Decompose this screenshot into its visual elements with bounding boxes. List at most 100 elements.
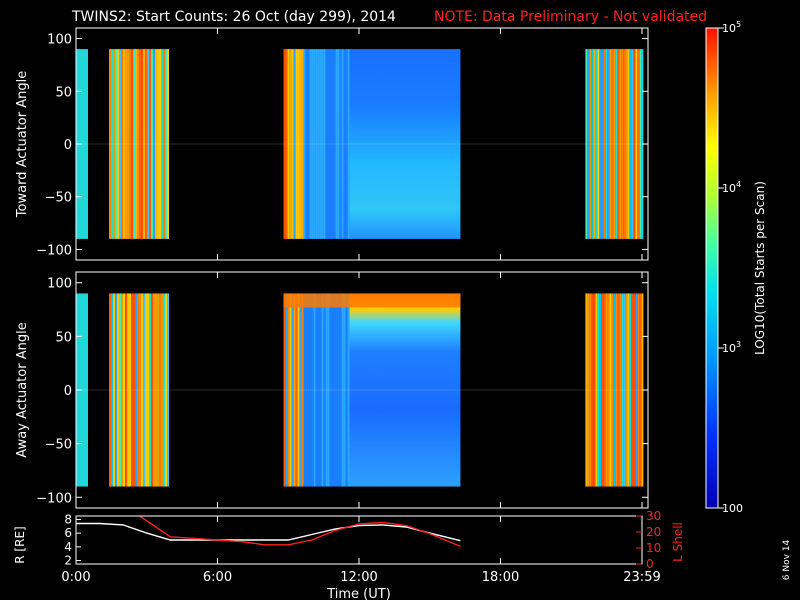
data-column	[307, 49, 310, 239]
data-column	[157, 49, 160, 239]
data-column	[113, 49, 116, 239]
data-column	[135, 49, 138, 239]
data-column	[625, 293, 628, 487]
data-column	[635, 49, 638, 239]
data-column	[293, 49, 296, 239]
data-column	[323, 293, 326, 487]
data-column	[321, 293, 324, 487]
data-column	[585, 49, 588, 239]
zero-band	[76, 389, 648, 391]
r-distance-line	[76, 522, 461, 542]
data-band	[283, 293, 461, 308]
data-column	[619, 49, 622, 239]
data-column	[133, 293, 136, 487]
data-column	[287, 293, 290, 487]
data-column	[147, 49, 150, 239]
colorbar: 100 103 104 105 LOG10(Total Starts per Scan…	[705, 20, 767, 515]
data-column	[339, 49, 342, 239]
chart-title: TWINS2: Start Counts: 26 Oct (day 299), …	[71, 9, 396, 25]
data-column	[637, 49, 640, 239]
data-column	[123, 293, 126, 487]
ytick-label: −100	[36, 243, 72, 258]
data-column	[303, 293, 306, 487]
data-column	[309, 293, 312, 487]
colorbar-label: LOG10(Total Starts per Scan)	[753, 181, 767, 355]
xtick-label: 23:59	[623, 570, 660, 585]
ephemeris-lines	[76, 516, 461, 548]
colorbar-tick-label: 104	[722, 180, 741, 195]
ytick-label: −50	[45, 191, 72, 206]
data-column	[585, 293, 588, 487]
data-column	[325, 293, 328, 487]
data-column	[619, 293, 622, 487]
data-column	[109, 293, 112, 487]
data-column	[325, 49, 328, 239]
preliminary-note: NOTE: Data Preliminary - Not validated	[434, 9, 707, 25]
ytick-label: −100	[36, 491, 72, 506]
ytick-label: 50	[55, 330, 72, 345]
data-column	[607, 293, 610, 487]
data-column	[587, 49, 590, 239]
data-column	[161, 293, 164, 487]
data-column	[337, 293, 340, 487]
data-column	[605, 293, 608, 487]
data-column	[151, 293, 154, 487]
data-column	[593, 293, 596, 487]
data-column	[591, 49, 594, 239]
data-block	[349, 293, 461, 487]
data-column	[117, 49, 120, 239]
time-xlabel: Time (UT)	[326, 587, 391, 600]
data-column	[155, 293, 158, 487]
data-column	[121, 49, 124, 239]
data-column	[333, 293, 336, 487]
data-column	[329, 293, 332, 487]
data-column	[591, 293, 594, 487]
zero-band	[76, 143, 648, 145]
data-column	[299, 293, 302, 487]
data-column	[301, 293, 304, 487]
data-column	[327, 293, 330, 487]
data-column	[119, 293, 122, 487]
data-column	[303, 49, 306, 239]
data-column	[597, 49, 600, 239]
data-column	[609, 293, 612, 487]
r-tick-label: 8	[64, 512, 72, 526]
data-column	[339, 293, 342, 487]
data-column	[317, 49, 320, 239]
data-column	[297, 49, 300, 239]
data-column	[613, 293, 616, 487]
data-column	[327, 49, 330, 239]
data-column	[141, 49, 144, 239]
lshell-tick-label: 0	[646, 557, 654, 571]
data-column	[147, 293, 150, 487]
data-column	[615, 293, 618, 487]
data-column	[603, 49, 606, 239]
r-tick-label: 2	[64, 554, 72, 568]
data-column	[335, 49, 338, 239]
data-column	[137, 49, 140, 239]
ytick-label: 0	[64, 138, 72, 153]
data-column	[329, 49, 332, 239]
lshell-ylabel: L Shell	[671, 522, 685, 562]
data-column	[297, 293, 300, 487]
data-column	[625, 49, 628, 239]
data-column	[111, 293, 114, 487]
colorbar-gradient	[706, 28, 718, 508]
data-column	[295, 293, 298, 487]
data-column	[615, 49, 618, 239]
data-column	[601, 293, 604, 487]
data-column	[345, 293, 348, 487]
data-column	[293, 293, 296, 487]
data-column	[639, 293, 642, 487]
data-column	[291, 49, 294, 239]
data-column	[295, 49, 298, 239]
data-column	[153, 49, 156, 239]
toward-heatmap	[76, 49, 648, 239]
lshell-tick-label: 10	[646, 541, 661, 555]
data-column	[635, 293, 638, 487]
data-column	[605, 49, 608, 239]
data-column	[291, 293, 294, 487]
data-column	[331, 293, 334, 487]
